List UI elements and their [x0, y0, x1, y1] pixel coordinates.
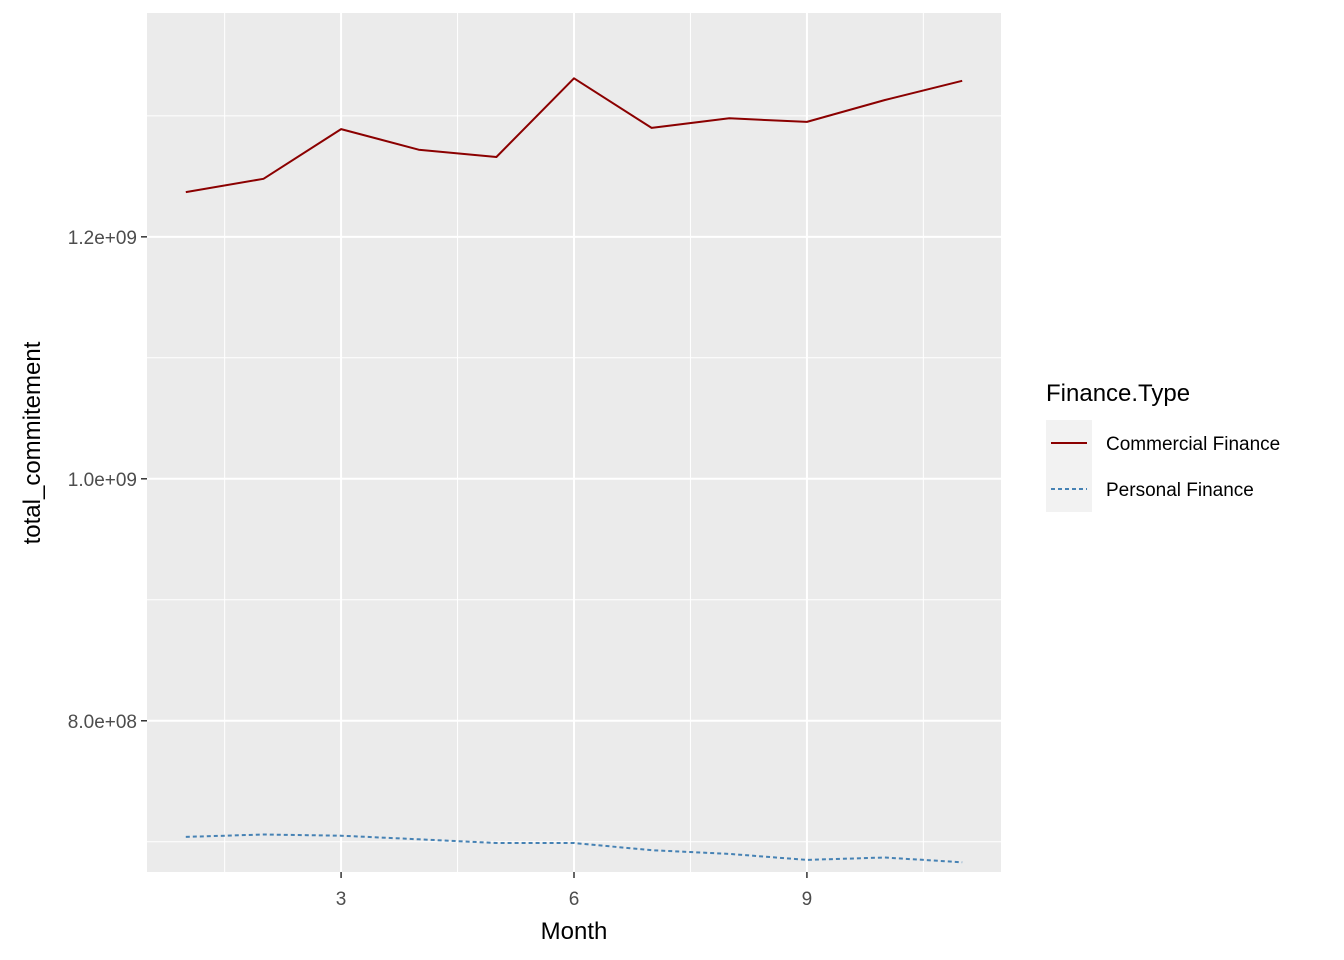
y-tick-label: 8.0e+08 — [68, 712, 137, 733]
grid-major — [147, 13, 1001, 872]
series-line — [185, 833, 963, 864]
y-tick-label: 1.0e+09 — [68, 470, 137, 491]
legend-label: Personal Finance — [1106, 480, 1254, 501]
x-axis: 3 6 9 — [336, 872, 812, 910]
series-line — [185, 77, 963, 194]
x-tick-label: 9 — [802, 889, 813, 910]
y-axis-title: total_commitement — [19, 341, 46, 544]
legend-items: Commercial Finance Personal Finance — [1046, 420, 1280, 512]
series-layer — [185, 77, 963, 864]
x-tick-label: 6 — [569, 889, 580, 910]
y-axis: 8.0e+08 1.0e+09 1.2e+09 — [68, 228, 147, 733]
legend-label: Commercial Finance — [1106, 434, 1280, 455]
x-axis-title: Month — [541, 918, 608, 945]
y-tick-label: 1.2e+09 — [68, 228, 137, 249]
legend: Finance.Type Commercial Finance Personal … — [1046, 380, 1280, 512]
x-tick-label: 3 — [336, 889, 347, 910]
legend-title: Finance.Type — [1046, 380, 1190, 407]
